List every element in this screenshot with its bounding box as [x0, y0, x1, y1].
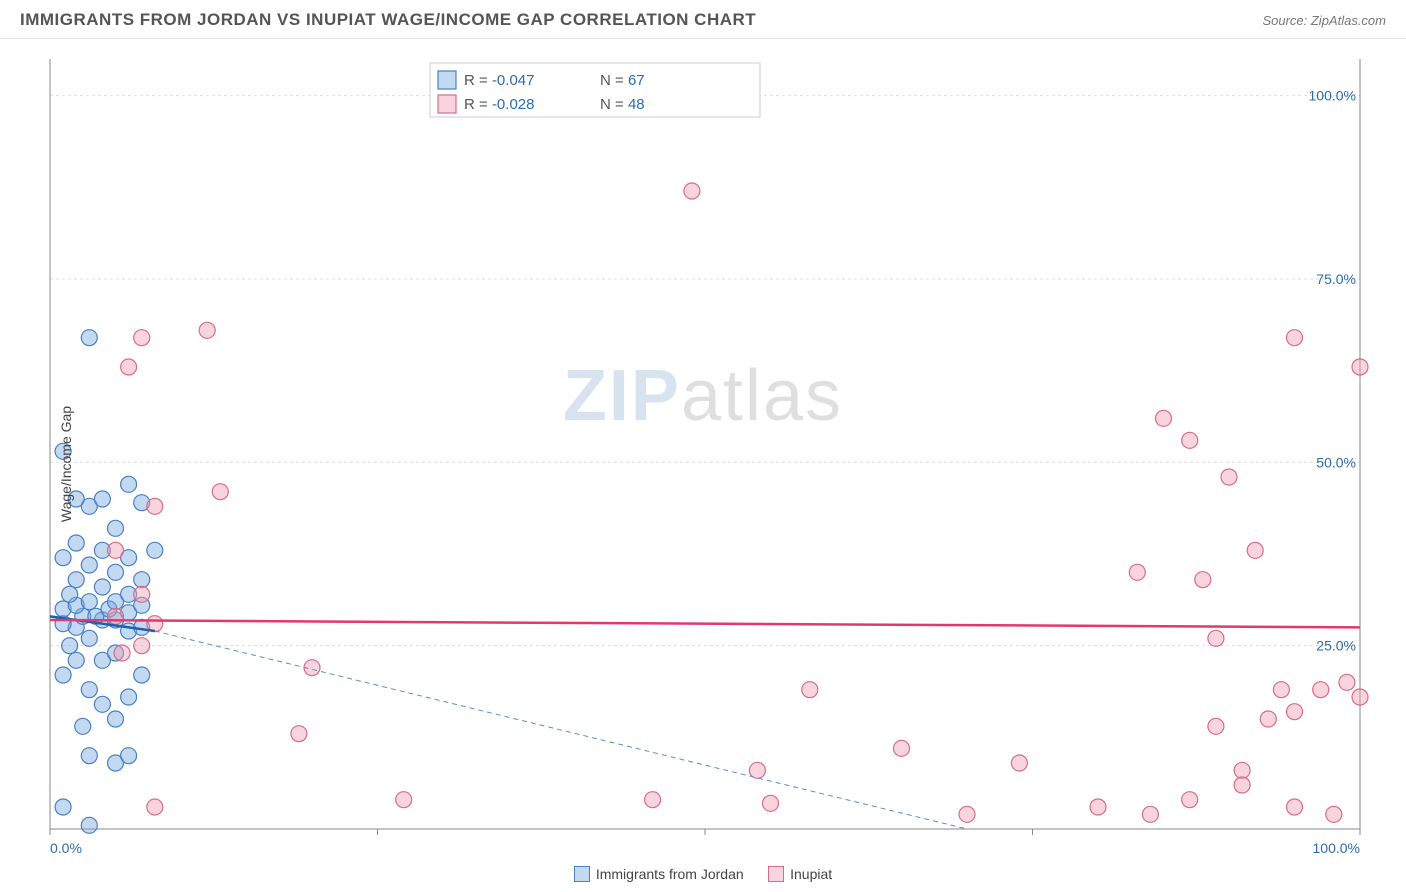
legend-bottom: Immigrants from Jordan Inupiat	[0, 866, 1406, 887]
chart-header: IMMIGRANTS FROM JORDAN VS INUPIAT WAGE/I…	[0, 0, 1406, 39]
svg-text:R = -0.028: R = -0.028	[464, 96, 534, 113]
svg-text:50.0%: 50.0%	[1316, 454, 1356, 470]
y-axis-label: Wage/Income Gap	[58, 406, 74, 522]
scatter-chart: 25.0% 50.0% 75.0% 100.0% 0.0% 100.0% R = -0.04…	[0, 39, 1406, 889]
svg-text:100.0%: 100.0%	[1313, 840, 1360, 856]
svg-text:N = 67: N = 67	[600, 72, 645, 89]
svg-text:75.0%: 75.0%	[1316, 271, 1356, 287]
legend-swatch-jordan	[574, 866, 590, 882]
legend-swatch-inupiat	[768, 866, 784, 882]
svg-text:25.0%: 25.0%	[1316, 638, 1356, 654]
svg-text:N = 48: N = 48	[600, 96, 645, 113]
chart-container: Wage/Income Gap ZIPatlas 25.0%50.0%75.0%…	[0, 39, 1406, 889]
source-prefix: Source:	[1262, 13, 1310, 28]
legend-item-inupiat: Inupiat	[768, 866, 832, 882]
chart-title: IMMIGRANTS FROM JORDAN VS INUPIAT WAGE/I…	[20, 10, 756, 30]
legend-label-inupiat: Inupiat	[790, 866, 832, 882]
svg-text:0.0%: 0.0%	[50, 840, 82, 856]
source-name: ZipAtlas.com	[1311, 13, 1386, 28]
svg-text:100.0%: 100.0%	[1309, 88, 1356, 104]
legend-label-jordan: Immigrants from Jordan	[596, 866, 744, 882]
svg-text:R = -0.047: R = -0.047	[464, 72, 534, 89]
chart-source: Source: ZipAtlas.com	[1262, 13, 1386, 28]
legend-item-jordan: Immigrants from Jordan	[574, 866, 744, 882]
